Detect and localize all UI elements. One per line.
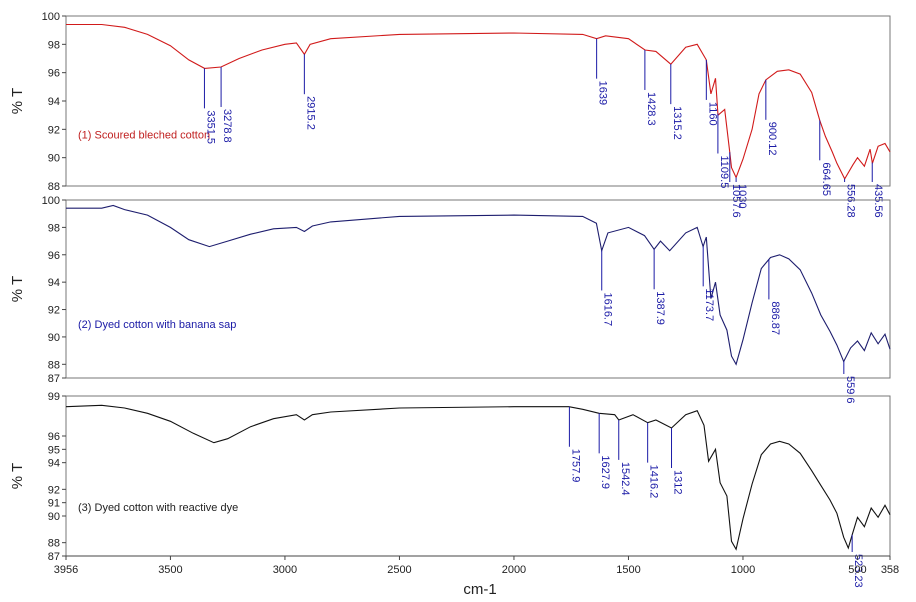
x-tick-label: 3956: [54, 564, 78, 576]
y-tick-label: 88: [48, 359, 60, 371]
peak-label: 2915.2: [304, 96, 316, 130]
series-legend-label: (1) Scoured bleched cotton: [78, 129, 210, 141]
x-tick-label: 358: [881, 564, 899, 576]
series-line: [66, 23, 891, 181]
peak-label: 556.28: [845, 184, 857, 218]
peak-label: 1627.9: [599, 455, 611, 489]
series-legend-label: (3) Dyed cotton with reactive dye: [78, 502, 238, 514]
panel-2: 87 88 90 92 94 96 98 100 % T (2) Dyed cotton with…: [9, 195, 891, 404]
peak-label: 1428.3: [645, 92, 657, 126]
y-tick-label: 92: [48, 124, 60, 136]
peak-label: 1639: [597, 81, 609, 105]
panel-frame: [65, 15, 891, 187]
peak-label: 1057.6: [730, 184, 742, 218]
peak-label: 664.65: [820, 162, 832, 196]
y-tick-label: 98: [48, 39, 60, 51]
peak-label: 1173.7: [703, 288, 715, 321]
peak-label: 3278.8: [221, 109, 233, 143]
panels-layer: 88 90 92 94 96 98 100 % T (1) Scoured bleched co…: [9, 11, 891, 588]
series-line: [65, 404, 891, 551]
y-tick-label: 94: [48, 277, 60, 289]
x-tick-label: 1500: [616, 564, 640, 576]
y-tick-label: 90: [48, 153, 60, 165]
y-tick-label: 94: [48, 458, 60, 470]
y-tick-label: 90: [48, 332, 60, 344]
x-tick-label: 2500: [387, 564, 411, 576]
y-tick-label: 88: [48, 181, 60, 193]
y-axis-title: % T: [9, 463, 26, 489]
peak-label: 523.23: [852, 554, 864, 588]
y-tick-label: 100: [42, 11, 60, 23]
y-tick-label: 92: [48, 484, 60, 496]
y-tick-label: 96: [48, 68, 60, 80]
y-tick-label: 99: [48, 391, 60, 403]
peak-label: 1757.9: [569, 449, 581, 483]
series-line: [66, 204, 891, 366]
x-tick-label: 500: [848, 564, 866, 576]
x-tick-label: 3000: [273, 564, 297, 576]
y-tick-label: 95: [48, 444, 60, 456]
x-tick-label: 3500: [158, 564, 182, 576]
series-legend-label: (2) Dyed cotton with banana sap: [78, 319, 236, 331]
x-tick-label: 2000: [502, 564, 526, 576]
panel-frame: [65, 395, 891, 557]
y-tick-label: 87: [48, 373, 60, 385]
peak-label: 1160: [706, 102, 718, 126]
peak-label: 559.6: [844, 376, 856, 404]
y-tick-label: 92: [48, 305, 60, 317]
x-tick-label: 1000: [731, 564, 755, 576]
y-tick-label: 94: [48, 96, 60, 108]
peak-label: 1542.4: [619, 462, 631, 496]
y-tick-label: 91: [48, 498, 60, 510]
panel-1: 88 90 92 94 96 98 100 % T (1) Scoured bleched co…: [9, 11, 891, 218]
peak-label: 3351.5: [204, 110, 216, 144]
y-tick-label: 96: [48, 250, 60, 262]
peak-label: 1416.2: [648, 465, 660, 499]
peak-label: 886.87: [769, 301, 781, 335]
peak-label: 900.12: [766, 122, 778, 156]
y-tick-label: 90: [48, 511, 60, 523]
peak-label: 1315.2: [671, 106, 683, 140]
y-tick-label: 100: [42, 195, 60, 207]
y-tick-label: 88: [48, 538, 60, 550]
y-tick-label: 98: [48, 222, 60, 234]
peak-label: 435.56: [872, 184, 884, 218]
peak-label: 1030: [736, 184, 748, 208]
y-axis-title: % T: [9, 88, 26, 114]
y-tick-label: 96: [48, 431, 60, 443]
peak-label: 1616.7: [602, 292, 614, 326]
y-tick-label: 87: [48, 551, 60, 563]
x-axis: 3956 3500 3000 2500 2000 1500 1000 500 358: [54, 555, 899, 576]
peak-label: 1109.5: [718, 155, 730, 188]
peak-label: 1387.9: [654, 291, 666, 325]
x-axis-title: cm-1: [463, 581, 496, 598]
peak-label: 1312: [672, 470, 684, 494]
panel-frame: [65, 199, 891, 379]
y-axis-title: % T: [9, 276, 26, 302]
